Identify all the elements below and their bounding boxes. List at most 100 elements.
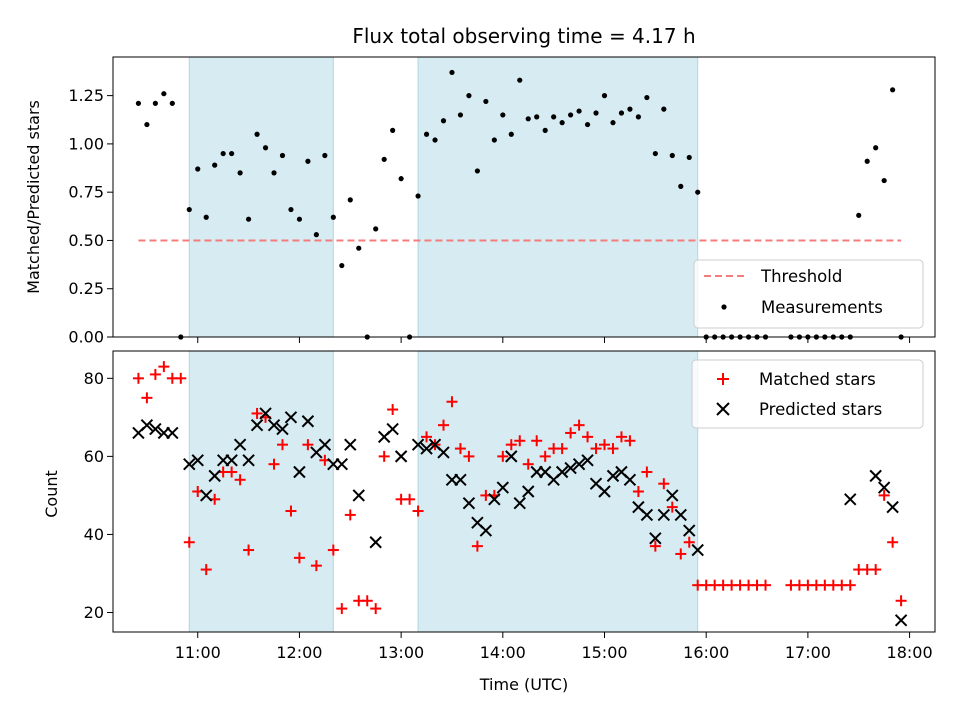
top-y-axis-ticks: 0.00 0.25 0.50 0.75 1.00 1.25: [68, 86, 113, 347]
measurement-point: [661, 106, 667, 112]
shaded-interval: [417, 350, 699, 633]
predicted-star-stroke-b: [149, 422, 162, 436]
matched-star-point: [175, 372, 187, 384]
predicted-star-point: [276, 422, 289, 436]
measurement-point: [610, 120, 616, 126]
predicted-star-point: [683, 524, 696, 537]
predicted-star-point: [488, 493, 501, 506]
measurement-point: [254, 131, 260, 137]
predicted-star-stroke-b: [318, 438, 332, 451]
predicted-star-stroke-b: [267, 418, 281, 432]
matched-star-point: [293, 552, 305, 564]
measurement-point: [457, 112, 464, 118]
matched-star-point: [471, 540, 483, 552]
measurement-point: [203, 214, 209, 220]
predicted-star-stroke-b: [649, 532, 662, 545]
predicted-star-stroke-b: [369, 536, 382, 549]
predicted-star-point: [149, 422, 162, 436]
predicted-star-point: [386, 422, 399, 436]
matched-star-point: [539, 450, 551, 462]
predicted-star-stroke-b: [276, 422, 289, 436]
shaded-interval: [188, 350, 334, 633]
matched-star-point: [599, 439, 611, 451]
shaded-interval: [417, 56, 699, 338]
measurement-point: [195, 166, 201, 172]
predicted-star-point: [411, 438, 425, 451]
matched-legend-label: Matched stars: [759, 370, 876, 389]
matched-star-point: [658, 478, 670, 490]
predicted-star-point: [877, 481, 891, 494]
predicted-star-point: [623, 473, 637, 486]
predicted-star-stroke-b: [437, 446, 450, 459]
bottom-x-axis-ticks: 11:00 12:00 13:00 14:00 15:00 16:00 17:00 18:00: [175, 632, 933, 662]
predicted-star-point: [284, 411, 298, 424]
bottom-y-axis-label: Count: [42, 470, 61, 518]
bottom-plot-frame: [112, 350, 936, 633]
y-tick-label: 0.75: [68, 183, 104, 202]
matched-star-point: [183, 536, 195, 548]
measurement-point: [474, 168, 480, 174]
matched-star-point: [327, 544, 339, 556]
predicted-star-stroke-b: [691, 543, 704, 557]
measurement-point: [229, 150, 235, 157]
measurement-point: [347, 197, 353, 203]
matched-star-point: [573, 419, 585, 431]
matched-star-point: [243, 544, 255, 556]
predicted-star-point: [844, 493, 857, 506]
matched-star-point: [344, 509, 356, 521]
matched-star-point: [624, 435, 636, 447]
predicted-star-point: [666, 489, 679, 502]
predicted-star-point: [335, 457, 349, 471]
matched-star-point: [285, 505, 297, 517]
matched-star-point: [310, 560, 322, 572]
measurement-point: [695, 189, 701, 195]
predicted-star-stroke-b: [886, 500, 899, 514]
measurement-point: [135, 100, 142, 106]
matched-star-point: [582, 431, 594, 443]
predicted-star-stroke-b: [471, 516, 484, 529]
measurement-point: [296, 216, 303, 222]
matched-star-point: [556, 443, 568, 455]
predicted-star-point: [318, 438, 332, 451]
measurement-point: [440, 118, 447, 124]
measurement-point: [152, 100, 158, 106]
predicted-star-stroke-b: [683, 524, 696, 537]
measurement-point: [593, 110, 599, 116]
measurement-point: [686, 154, 692, 161]
predicted-star-stroke-b: [166, 426, 179, 440]
measurement-point: [390, 127, 396, 133]
predicted-star-stroke-b: [301, 415, 315, 428]
predicted-star-point: [462, 497, 476, 510]
matched-star-point: [302, 439, 314, 451]
top-shaded-intervals: [188, 56, 699, 338]
x-tick-label: 12:00: [276, 643, 322, 662]
predicted-star-stroke-b: [352, 489, 365, 502]
measurement-point: [551, 114, 557, 120]
measurement-point: [856, 212, 862, 218]
predicted-star-stroke-b: [522, 485, 535, 498]
top-x-axis-ticks: [197, 337, 911, 343]
matched-star-point: [463, 450, 475, 462]
predicted-star-point: [352, 489, 365, 502]
measurement-point: [576, 108, 582, 114]
predicted-star-stroke-b: [411, 438, 425, 451]
matched-star-point: [531, 435, 543, 447]
measurement-point: [627, 106, 633, 112]
predicted-star-stroke-b: [140, 418, 154, 432]
predicted-star-stroke-b: [632, 500, 645, 514]
measurement-point: [652, 150, 658, 157]
predicted-star-stroke-b: [191, 454, 204, 467]
matched-star-point: [878, 489, 890, 501]
predicted-star-point: [267, 418, 281, 432]
predicted-star-stroke-b: [200, 489, 213, 502]
matched-star-point: [505, 439, 517, 451]
matched-star-point: [370, 603, 382, 615]
matched-star-point: [149, 368, 161, 380]
predicted-star-point: [166, 426, 179, 440]
predicted-star-stroke-b: [225, 454, 238, 467]
predicted-star-stroke-b: [555, 465, 569, 479]
predicted-star-point: [225, 454, 238, 467]
predicted-star-point: [437, 446, 450, 459]
shaded-interval: [188, 56, 334, 338]
